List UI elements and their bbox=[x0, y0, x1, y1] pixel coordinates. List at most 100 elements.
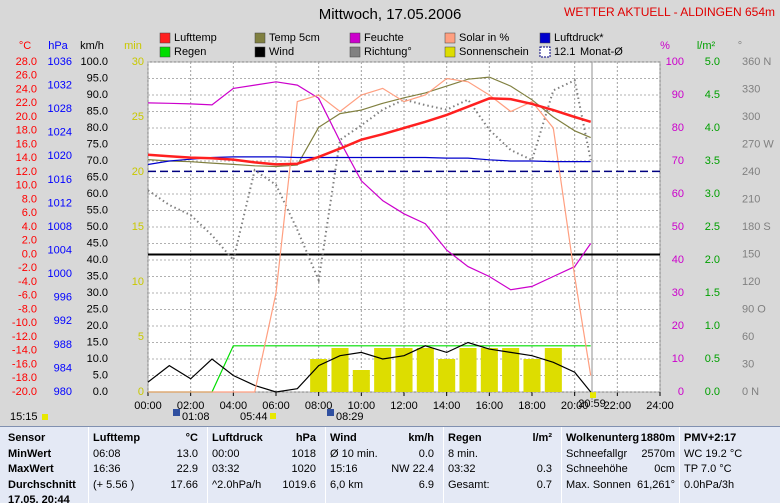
series-line bbox=[147, 78, 592, 284]
table-cell: 03:32 bbox=[212, 463, 240, 475]
y-tick-label: 80 bbox=[672, 122, 684, 134]
time-marker: 05:44 bbox=[240, 411, 268, 423]
table-cell: 17.05. 20:44 bbox=[8, 494, 70, 503]
table-cell: Wolkenunterg bbox=[566, 432, 640, 444]
legend-label: Regen bbox=[174, 46, 206, 58]
moon-icon bbox=[327, 409, 334, 416]
legend-swatch bbox=[444, 32, 456, 44]
column-separator bbox=[325, 427, 326, 503]
y-tick-label: 980 bbox=[54, 386, 72, 398]
y-tick-label: 10 bbox=[132, 276, 144, 288]
legend-swatch bbox=[159, 32, 171, 44]
legend-swatch bbox=[349, 46, 361, 58]
table-cell: 6.9 bbox=[418, 478, 434, 491]
y-tick-label: 60.0 bbox=[87, 188, 108, 200]
table-cell: 0.7 bbox=[536, 478, 552, 491]
table-cell: Durchschnitt bbox=[8, 478, 76, 491]
x-tick-label: 02:00 bbox=[177, 400, 205, 412]
axis-unit: °C bbox=[19, 40, 31, 52]
y-tick-label: 2.0 bbox=[22, 235, 37, 247]
x-tick-label: 16:00 bbox=[476, 400, 504, 412]
sunshine-bar bbox=[352, 370, 370, 392]
y-tick-label: 6.0 bbox=[22, 207, 37, 219]
table-cell: 03:32 bbox=[448, 463, 476, 475]
time-marker: 08:29 bbox=[336, 411, 364, 423]
legend-label: Wind bbox=[269, 46, 294, 58]
axis-unit: hPa bbox=[48, 40, 68, 52]
legend-swatch bbox=[444, 46, 456, 58]
x-tick-label: 22:00 bbox=[604, 400, 632, 412]
y-tick-label: 16.0 bbox=[16, 138, 37, 150]
table-cell: 17.66 bbox=[170, 478, 198, 491]
sunshine-bar bbox=[459, 348, 477, 392]
y-tick-label: 65.0 bbox=[87, 171, 108, 183]
y-tick-label: 30 bbox=[672, 287, 684, 299]
y-tick-label: 50.0 bbox=[87, 221, 108, 233]
legend-value: 12.1 bbox=[554, 46, 575, 58]
y-tick-label: 10 bbox=[672, 353, 684, 365]
table-cell: WC 19.2 °C bbox=[684, 447, 743, 460]
y-tick-label: -14.0 bbox=[12, 345, 37, 357]
column-separator bbox=[561, 427, 562, 503]
table-cell: 61,261° bbox=[636, 478, 675, 491]
time-now: 15:15 bbox=[10, 411, 38, 423]
y-tick-label: 30 bbox=[132, 56, 144, 68]
y-tick-label: 12.0 bbox=[16, 166, 37, 178]
sunshine-bar bbox=[331, 348, 349, 392]
y-tick-label: 984 bbox=[54, 362, 72, 374]
column-separator bbox=[207, 427, 208, 503]
y-tick-label: 0.0 bbox=[22, 248, 37, 260]
y-tick-label: 1028 bbox=[48, 103, 72, 115]
y-tick-label: -20.0 bbox=[12, 386, 37, 398]
axis-unit: km/h bbox=[80, 40, 104, 52]
table-cell: 0.0 bbox=[418, 447, 434, 460]
y-tick-label: 50 bbox=[672, 221, 684, 233]
table-cell: 15:16 bbox=[330, 463, 358, 475]
x-tick-label: 10:00 bbox=[348, 400, 376, 412]
y-tick-label: 30.0 bbox=[87, 287, 108, 299]
x-tick-label: 14:00 bbox=[433, 400, 461, 412]
series-line bbox=[147, 341, 592, 393]
legend-label: Luftdruck* bbox=[554, 32, 604, 44]
legend-label: Sonnenschein bbox=[459, 46, 529, 58]
y-tick-label: 0.0 bbox=[705, 386, 720, 398]
y-tick-label: 1004 bbox=[48, 244, 72, 256]
y-tick-label: 996 bbox=[54, 292, 72, 304]
table-cell: Schneefallgr bbox=[566, 447, 628, 460]
sun-icon bbox=[590, 392, 596, 398]
x-tick-label: 00:00 bbox=[134, 400, 162, 412]
table-cell: 2570m bbox=[641, 447, 675, 460]
table-cell: Schneehöhe bbox=[566, 463, 628, 475]
y-tick-label: 26.0 bbox=[16, 70, 37, 82]
table-cell: Ø 10 min. bbox=[330, 447, 378, 460]
table-cell: l/m² bbox=[532, 432, 552, 444]
y-tick-label: -4.0 bbox=[18, 276, 37, 288]
y-tick-label: 28.0 bbox=[16, 56, 37, 68]
time-marker: 01:08 bbox=[182, 411, 210, 423]
y-tick-label: 30 bbox=[742, 358, 754, 370]
y-tick-label: 20 bbox=[132, 166, 144, 178]
x-tick-label: 04:00 bbox=[220, 400, 248, 412]
series-line bbox=[148, 77, 592, 393]
y-tick-label: 20.0 bbox=[16, 111, 37, 123]
y-tick-label: 3.5 bbox=[705, 155, 720, 167]
y-tick-label: 1032 bbox=[48, 79, 72, 91]
y-tick-label: 45.0 bbox=[87, 237, 108, 249]
table-cell: 0.3 bbox=[536, 463, 552, 475]
series-line bbox=[147, 156, 591, 166]
y-tick-label: 24.0 bbox=[16, 83, 37, 95]
table-cell: 16:36 bbox=[93, 463, 121, 475]
y-tick-label: 20.0 bbox=[87, 320, 108, 332]
y-tick-label: 1020 bbox=[48, 150, 72, 162]
y-tick-label: 240 bbox=[742, 166, 760, 178]
table-cell: Gesamt: bbox=[448, 478, 490, 491]
sunshine-bar bbox=[502, 348, 520, 392]
table-cell: (+ 5.56 ) bbox=[93, 478, 135, 491]
y-tick-label: 40 bbox=[672, 254, 684, 266]
y-tick-label: 0.0 bbox=[93, 386, 108, 398]
axis-unit: ° bbox=[738, 40, 742, 52]
sunshine-bar bbox=[523, 359, 541, 392]
column-separator bbox=[443, 427, 444, 503]
y-tick-label: 25.0 bbox=[87, 303, 108, 315]
y-tick-label: 40.0 bbox=[87, 254, 108, 266]
